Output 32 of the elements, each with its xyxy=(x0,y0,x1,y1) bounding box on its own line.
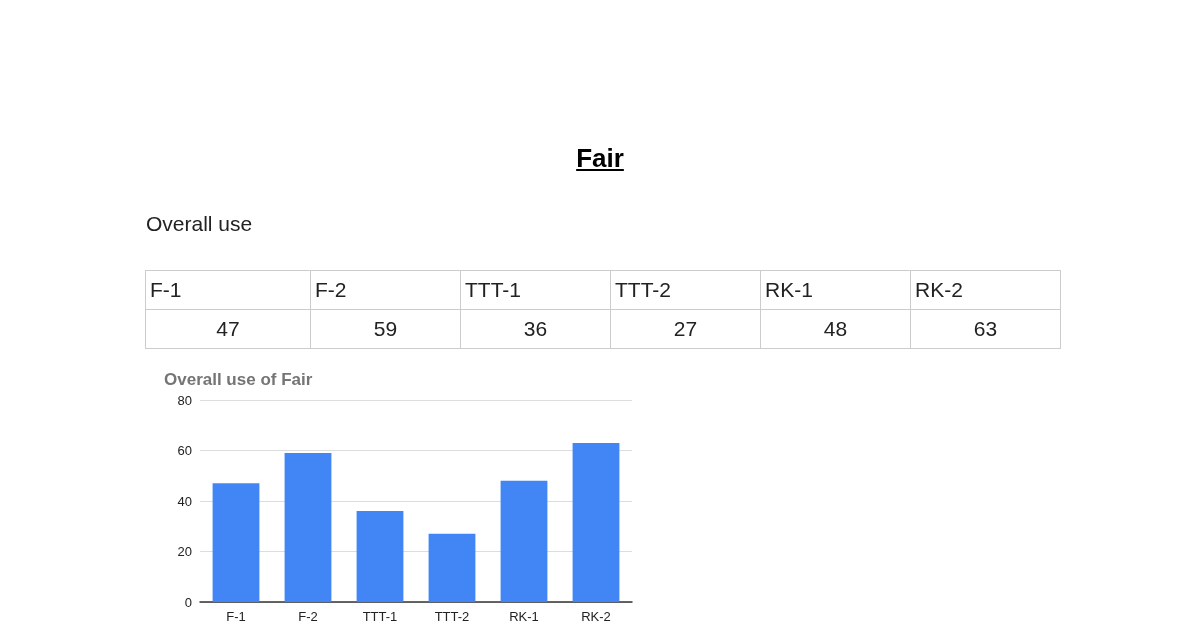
y-tick-label: 40 xyxy=(177,493,192,509)
y-tick-label: 20 xyxy=(177,544,192,559)
category-label: RK-1 xyxy=(765,278,814,302)
y-tick-label: 0 xyxy=(184,594,192,610)
data-label: 36 xyxy=(522,317,549,341)
bar xyxy=(356,511,404,602)
bar xyxy=(572,442,620,602)
category-label: TTT-1 xyxy=(465,278,522,302)
x-tick-label: TTT-2 xyxy=(434,609,470,624)
category-label: F-2 xyxy=(315,278,348,302)
x-tick-label: F-2 xyxy=(298,609,318,624)
x-tick-label: TTT-1 xyxy=(362,609,398,624)
x-tick-label: RK-2 xyxy=(581,609,611,624)
y-tick-label: 60 xyxy=(177,443,192,458)
category-label: F-1 xyxy=(150,278,183,302)
data-label: 63 xyxy=(972,317,999,341)
x-tick-label: F-1 xyxy=(226,609,246,624)
data-label: 59 xyxy=(372,317,399,341)
category-label: TTT-2 xyxy=(615,278,672,302)
data-label: 48 xyxy=(822,317,849,341)
bar xyxy=(212,483,260,602)
text: Fair xyxy=(575,143,625,174)
x-tick-label: RK-1 xyxy=(509,609,539,624)
y-tick-label: 80 xyxy=(177,392,192,408)
chart-title: Overall use of Fair xyxy=(164,370,313,389)
data-label: 47 xyxy=(215,317,241,341)
bar xyxy=(428,533,476,602)
text: Overall use xyxy=(146,212,253,236)
category-label: RK-2 xyxy=(915,278,964,302)
bar xyxy=(284,453,332,602)
bar xyxy=(500,480,548,602)
data-label: 27 xyxy=(672,317,699,341)
